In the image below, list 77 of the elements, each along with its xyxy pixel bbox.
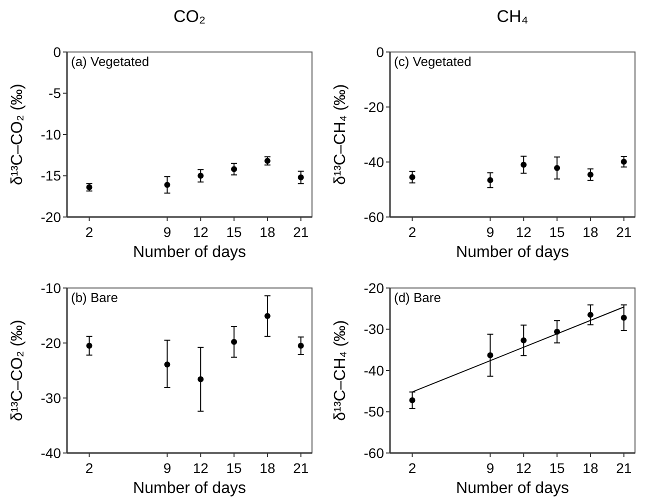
y-axis-title: δ¹³C–CH₄ (‰) <box>332 84 349 185</box>
point <box>164 361 170 368</box>
point <box>298 174 304 180</box>
x-tick-label: 15 <box>549 460 566 476</box>
x-axis-title: Number of days <box>133 244 246 261</box>
point <box>409 174 416 180</box>
y-tick-label: -10 <box>40 280 62 296</box>
x-tick-label: 18 <box>260 224 276 240</box>
point <box>264 313 270 320</box>
x-tick-label: 15 <box>226 460 242 476</box>
x-tick-label: 2 <box>408 460 416 476</box>
x-tick-label: 12 <box>516 460 532 476</box>
y-tick-label: -40 <box>364 362 384 378</box>
y-tick-label: -5 <box>48 85 62 102</box>
y-tick-label: 0 <box>376 44 384 60</box>
x-tick-label: 21 <box>293 460 309 476</box>
x-tick-label: 12 <box>516 224 532 240</box>
point <box>620 314 627 321</box>
point <box>298 342 304 349</box>
chart-title: CO₂ <box>173 7 206 26</box>
y-tick-label: -60 <box>364 208 384 225</box>
x-axis-title: Number of days <box>133 480 246 497</box>
y-tick-label: -10 <box>40 126 62 142</box>
y-tick-label: -20 <box>40 334 62 351</box>
x-axis-title: Number of days <box>456 480 569 497</box>
point <box>587 172 594 178</box>
point <box>231 338 238 345</box>
x-tick-label: 12 <box>192 224 209 240</box>
y-tick-label: -30 <box>364 321 384 338</box>
point <box>620 158 627 165</box>
chart-title: CH₄ <box>496 7 528 26</box>
y-tick-label: -20 <box>40 208 62 225</box>
annotation: (d) Bare <box>394 290 441 305</box>
point <box>409 397 416 404</box>
x-tick-label: 2 <box>85 224 94 240</box>
x-tick-label: 18 <box>582 460 598 476</box>
point <box>86 342 92 349</box>
point <box>231 166 238 172</box>
point <box>520 162 527 168</box>
point <box>587 312 594 318</box>
x-tick-label: 21 <box>616 460 632 476</box>
annotation: (b) Bare <box>71 290 118 305</box>
y-tick-label: -40 <box>364 154 384 170</box>
x-tick-label: 2 <box>408 224 416 240</box>
x-tick-label: 9 <box>486 460 494 476</box>
y-tick-label: -20 <box>364 280 384 296</box>
x-tick-label: 12 <box>192 460 209 476</box>
x-tick-label: 9 <box>163 224 172 240</box>
point <box>487 177 494 184</box>
x-tick-label: 18 <box>260 460 276 476</box>
y-tick-label: -30 <box>40 390 62 406</box>
point <box>520 337 527 344</box>
point <box>554 165 560 172</box>
x-tick-label: 9 <box>163 460 172 476</box>
y-axis-title: δ¹³C–CO₂ (‰) <box>9 320 26 422</box>
point <box>198 172 204 179</box>
y-tick-label: 0 <box>53 44 62 60</box>
x-tick-label: 15 <box>226 224 242 240</box>
x-tick-label: 9 <box>486 224 494 240</box>
y-axis-title: δ¹³C–CO₂ (‰) <box>9 84 26 186</box>
annotation: (a) Vegetated <box>71 54 150 69</box>
y-tick-label: -15 <box>40 168 62 184</box>
x-tick-label: 21 <box>616 224 632 240</box>
x-axis-title: Number of days <box>456 244 569 261</box>
y-axis-title: δ¹³C–CH₄ (‰) <box>332 320 349 421</box>
y-tick-label: -60 <box>364 444 384 461</box>
point <box>487 352 494 358</box>
x-tick-label: 18 <box>582 224 598 240</box>
annotation: (c) Vegetated <box>394 54 472 69</box>
y-tick-label: -20 <box>364 98 384 115</box>
point <box>198 376 204 382</box>
x-tick-label: 21 <box>293 224 309 240</box>
point <box>164 182 170 188</box>
y-tick-label: -50 <box>364 404 384 420</box>
x-tick-label: 15 <box>549 224 566 240</box>
y-tick-label: -40 <box>40 444 62 461</box>
x-tick-label: 2 <box>85 460 94 476</box>
